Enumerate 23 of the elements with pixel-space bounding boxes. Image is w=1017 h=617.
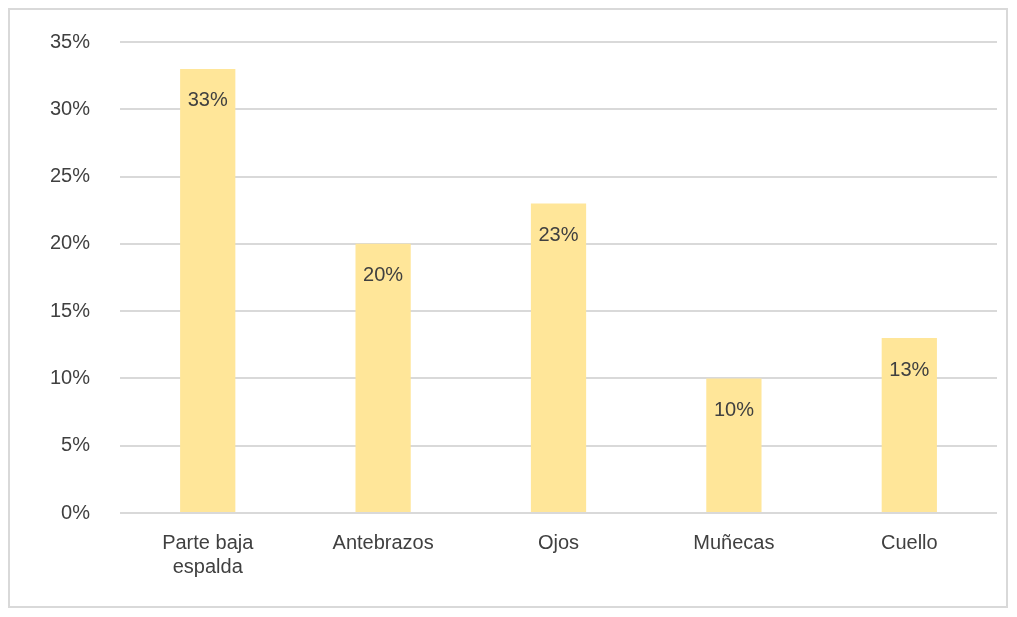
x-tick-label: Cuello xyxy=(880,530,938,553)
bar xyxy=(530,203,587,512)
data-label: 20% xyxy=(363,263,404,286)
x-tick-label: Antebrazos xyxy=(332,530,434,553)
data-label: 13% xyxy=(889,357,930,380)
y-tick-label: 5% xyxy=(61,433,91,456)
bar xyxy=(180,68,236,512)
x-tick-label: Muñecas xyxy=(693,530,775,553)
y-tick-label: 25% xyxy=(50,164,91,187)
y-tick-label: 35% xyxy=(50,29,91,52)
bar xyxy=(355,243,411,512)
data-label: 23% xyxy=(538,223,579,245)
y-tick-label: 30% xyxy=(50,96,91,119)
y-tick-label: 20% xyxy=(50,231,91,254)
x-tick-label: Ojos xyxy=(537,530,580,553)
data-label: 10% xyxy=(713,397,755,420)
y-tick-label: 0% xyxy=(61,500,91,523)
bar xyxy=(706,378,762,512)
data-label: 33% xyxy=(187,88,228,111)
y-tick-label: 15% xyxy=(50,298,91,321)
y-tick-label: 10% xyxy=(50,365,91,388)
bar xyxy=(881,338,937,512)
x-tick-label: Parte baja espalda xyxy=(162,530,255,577)
